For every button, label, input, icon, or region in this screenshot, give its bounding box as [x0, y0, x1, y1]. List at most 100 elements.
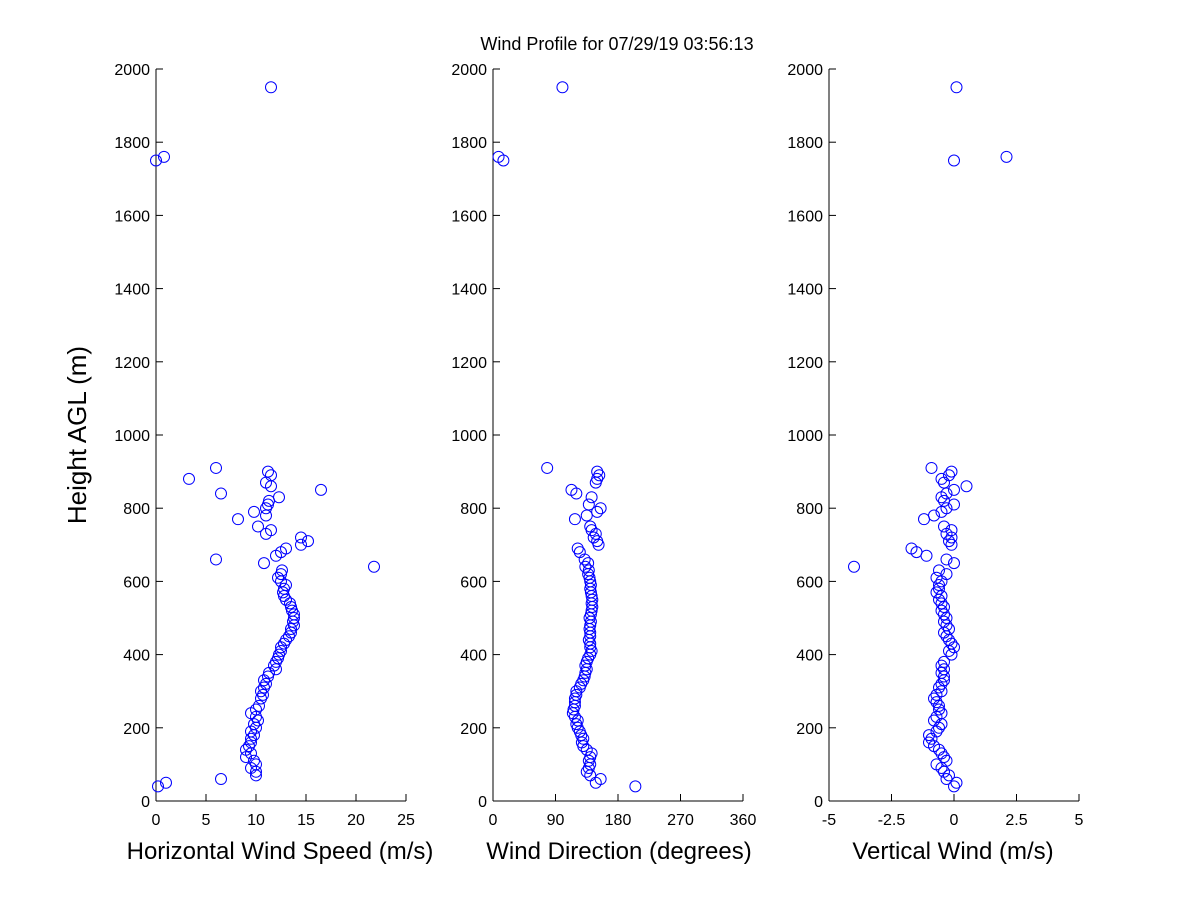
data-point: [930, 586, 943, 599]
y-tick-label: 1000: [451, 428, 487, 445]
data-point: [582, 564, 595, 577]
y-tick-label: 200: [460, 721, 487, 738]
panel-direction: 0 200 400 600 800 1000 1200 1400 1600 1800 2000 0 9…: [451, 62, 756, 865]
y-tick-label: 800: [123, 501, 150, 518]
data-point: [950, 81, 963, 94]
data-point: [935, 677, 948, 690]
y-tick-label: 1200: [787, 355, 823, 372]
panel-direction-xticks: 0 90 180 270 360: [489, 794, 756, 829]
data-point: [945, 637, 958, 650]
data-point: [295, 538, 307, 551]
data-point: [940, 502, 953, 515]
data-point: [940, 619, 953, 632]
x-tick-label: 25: [397, 812, 415, 829]
data-point: [591, 465, 604, 478]
data-point: [253, 699, 265, 712]
data-point: [935, 666, 948, 679]
data-point: [255, 685, 267, 698]
data-point: [262, 498, 274, 511]
data-point: [940, 773, 953, 786]
data-point: [492, 150, 505, 163]
data-point: [928, 714, 940, 727]
data-point: [215, 487, 227, 500]
data-point: [933, 703, 945, 716]
panel-direction-yticks: 0 200 400 600 800 1000 1200 1400 1600 1800 2000: [451, 62, 500, 811]
data-point: [938, 608, 950, 621]
y-tick-label: 400: [123, 648, 150, 665]
y-axis-label: Height AGL (m): [62, 346, 92, 524]
y-tick-label: 0: [141, 794, 150, 811]
y-tick-label: 800: [796, 501, 823, 518]
y-tick-label: 2000: [451, 62, 487, 79]
data-point: [920, 549, 933, 562]
data-point: [252, 520, 264, 533]
data-point: [280, 542, 292, 555]
data-point: [272, 571, 284, 584]
y-tick-label: 0: [478, 794, 487, 811]
data-point: [248, 754, 260, 767]
data-point: [286, 604, 298, 617]
data-point: [565, 483, 578, 496]
data-point: [248, 505, 260, 518]
data-point: [629, 780, 642, 793]
y-tick-label: 800: [460, 501, 487, 518]
y-tick-label: 0: [814, 794, 823, 811]
data-point: [938, 663, 950, 676]
data-point: [215, 773, 227, 786]
data-point: [945, 538, 958, 551]
data-point: [584, 579, 597, 592]
data-point: [933, 582, 945, 595]
y-tick-label: 600: [123, 574, 150, 591]
data-point: [210, 553, 222, 566]
y-tick-label: 1400: [787, 282, 823, 299]
data-point: [232, 513, 244, 526]
x-tick-label: 270: [667, 812, 694, 829]
data-point: [933, 721, 945, 734]
chart-title: Wind Profile for 07/29/19 03:56:13: [480, 34, 753, 54]
x-tick-label: 90: [547, 812, 565, 829]
data-point: [580, 509, 593, 522]
y-tick-label: 2000: [787, 62, 823, 79]
y-tick-label: 1800: [787, 135, 823, 152]
data-point: [848, 560, 860, 573]
data-point: [556, 81, 569, 94]
data-point: [943, 535, 955, 548]
data-point: [960, 480, 973, 493]
data-point: [183, 472, 195, 485]
data-point: [940, 568, 953, 581]
panel-direction-xlabel: Wind Direction (degrees): [486, 838, 751, 865]
data-point: [935, 747, 948, 760]
data-point: [594, 502, 607, 515]
data-point: [948, 780, 960, 793]
data-point: [275, 568, 287, 581]
x-tick-label: 0: [152, 812, 161, 829]
data-point: [940, 754, 953, 767]
data-point: [905, 542, 918, 555]
data-point: [160, 776, 172, 789]
panel-vertical: 0 200 400 600 800 1000 1200 1400 1600 1800 2000 -5…: [787, 62, 1083, 865]
data-point: [945, 465, 958, 478]
data-point: [938, 615, 950, 628]
data-point: [302, 535, 314, 548]
data-point: [265, 469, 277, 482]
x-tick-label: 5: [1075, 812, 1084, 829]
y-tick-label: 400: [460, 648, 487, 665]
data-point: [948, 154, 960, 167]
data-point: [280, 633, 292, 646]
y-tick-label: 1600: [787, 208, 823, 225]
panel-vertical-points: [848, 81, 1013, 793]
data-point: [288, 612, 300, 624]
y-tick-label: 200: [796, 721, 823, 738]
data-point: [248, 718, 260, 731]
data-point: [277, 586, 289, 599]
panel-speed-points: [150, 81, 380, 793]
data-point: [940, 487, 953, 500]
y-tick-label: 1400: [114, 282, 150, 299]
data-point: [152, 780, 164, 793]
data-point: [571, 542, 584, 555]
data-point: [594, 773, 607, 786]
data-point: [935, 597, 948, 610]
data-point: [923, 729, 935, 742]
data-point: [925, 732, 938, 745]
